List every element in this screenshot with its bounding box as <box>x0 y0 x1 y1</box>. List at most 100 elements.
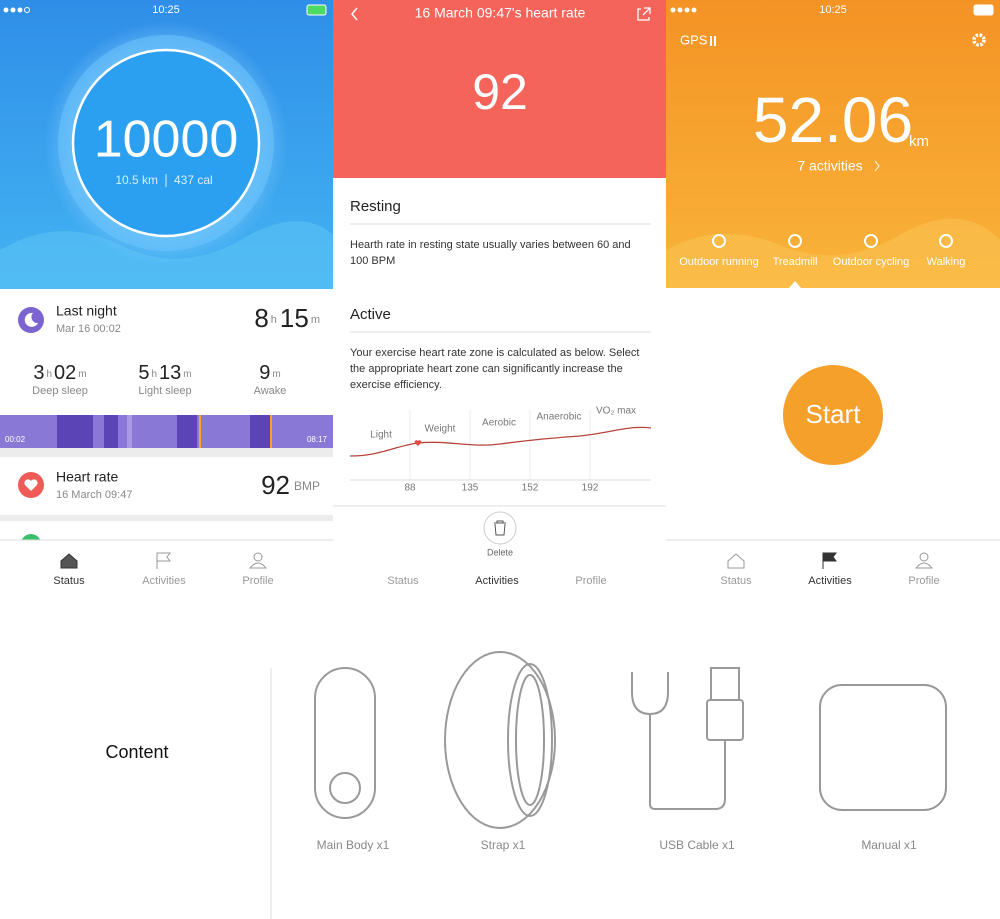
tab-label[interactable]: Activities <box>808 575 852 587</box>
shape <box>714 36 716 46</box>
total-distance: 52.06 <box>753 84 913 156</box>
zone-label: Weight <box>425 424 456 435</box>
battery <box>973 4 994 16</box>
tick-labels: 88 135 152 192 <box>404 483 598 494</box>
activities-link[interactable]: 7 activities <box>797 158 862 174</box>
item-label: Strap x1 <box>481 838 526 852</box>
stat-value: 3 h 02 m <box>33 362 86 384</box>
sleep-total: 8 h 15 m <box>254 303 320 333</box>
mode-label[interactable]: Outdoor cycling <box>833 256 909 268</box>
resting-text-box: Hearth rate in resting state usually var… <box>350 239 631 267</box>
settings-button[interactable] <box>972 33 986 47</box>
battery <box>306 4 327 16</box>
shape <box>515 674 545 806</box>
start-label: Start <box>806 399 862 429</box>
sleep-timeline <box>0 415 333 448</box>
tab-label[interactable]: Status <box>720 575 752 587</box>
tab-bar <box>666 540 1000 600</box>
unit: h <box>271 314 277 326</box>
status-time: 10:25 <box>152 4 180 16</box>
sleep-date: Mar 16 00:02 <box>56 323 121 335</box>
hours: 8 <box>254 303 268 333</box>
tick-label: 88 <box>404 483 416 494</box>
resting-title: Resting <box>350 198 401 215</box>
tab-label[interactable]: Activities <box>142 575 186 587</box>
main-body-drawing <box>314 667 376 819</box>
sleep-title: Last night <box>56 303 117 319</box>
item-label: Main Body x1 <box>317 838 390 852</box>
mode-icon <box>788 234 802 248</box>
steps: 10000 <box>94 111 239 169</box>
moon <box>24 312 38 327</box>
mode-label[interactable]: Outdoor running <box>679 256 759 268</box>
home-icon <box>727 553 745 569</box>
tab-label[interactable]: Profile <box>575 575 606 587</box>
ring-calories: 437 cal <box>174 173 213 187</box>
item-label: USB Cable x1 <box>659 838 735 852</box>
stat-label: Awake <box>254 385 287 397</box>
tab-label[interactable]: Profile <box>242 575 273 587</box>
number: 3 <box>33 362 44 384</box>
heart-value: 92 <box>472 64 528 120</box>
heart-title: Heart rate <box>56 469 118 485</box>
number: 9 <box>259 362 270 384</box>
shape <box>710 667 740 701</box>
shape <box>127 415 132 448</box>
tab-label[interactable]: Status <box>387 575 419 587</box>
start-button[interactable] <box>783 365 883 465</box>
shape <box>177 415 197 448</box>
heart <box>24 479 38 491</box>
unit: BMP <box>294 479 320 493</box>
zone-label: VO₂ max <box>596 406 636 417</box>
screen-title: 16 March 09:47's heart rate <box>415 5 586 21</box>
tick-label: 152 <box>522 483 539 494</box>
shape <box>444 651 556 829</box>
tab-label[interactable]: Profile <box>908 575 939 587</box>
unit: m <box>311 314 320 326</box>
back-button[interactable] <box>351 7 358 21</box>
heart-rate-screen: 16 March 09:47's heart rate 92 Resting H… <box>333 0 666 557</box>
delete-button[interactable] <box>483 511 517 545</box>
zone-label: Light <box>370 430 392 441</box>
tab-label[interactable]: Status <box>53 575 85 587</box>
shape <box>270 415 272 448</box>
stat-value: 5 h 13 m <box>138 362 191 384</box>
awake-segments <box>199 415 272 448</box>
share-button[interactable] <box>637 7 651 21</box>
profile-icon <box>253 552 263 562</box>
contents-title: Content <box>105 742 168 762</box>
shape <box>3 7 9 13</box>
shape <box>691 7 697 13</box>
stat-label: Deep sleep <box>32 385 88 397</box>
mode-label[interactable]: Walking <box>927 256 966 268</box>
modes: Outdoor running Treadmill Outdoor cycling W… <box>679 234 966 268</box>
flag-icon <box>156 552 171 569</box>
mode-label[interactable]: Treadmill <box>773 256 818 268</box>
tab-label[interactable]: Activities <box>475 575 519 587</box>
active-text: Your exercise heart rate zone is calcula… <box>350 347 640 391</box>
signal-dots <box>670 7 697 13</box>
zone-curve <box>349 426 652 457</box>
active-text-box: Your exercise heart rate zone is calcula… <box>350 347 640 391</box>
ring <box>71 48 261 238</box>
zone-label: Aerobic <box>482 418 516 429</box>
heart-value: 92 BMP <box>261 470 320 500</box>
header-bg <box>333 0 666 178</box>
tab-bar <box>0 540 333 600</box>
heart-date: 16 March 09:47 <box>56 489 132 501</box>
status-time: 10:25 <box>819 4 847 16</box>
tick-label: 192 <box>582 483 599 494</box>
resting-text: Hearth rate in resting state usually var… <box>350 239 631 267</box>
ring-distance: 10.5 km <box>115 173 158 187</box>
shape <box>24 7 30 13</box>
strap-drawing <box>444 651 556 829</box>
signal-dots <box>3 7 30 13</box>
value: 92 <box>261 470 290 500</box>
shape <box>250 415 270 448</box>
unit: m <box>78 369 86 380</box>
shape <box>706 699 744 741</box>
